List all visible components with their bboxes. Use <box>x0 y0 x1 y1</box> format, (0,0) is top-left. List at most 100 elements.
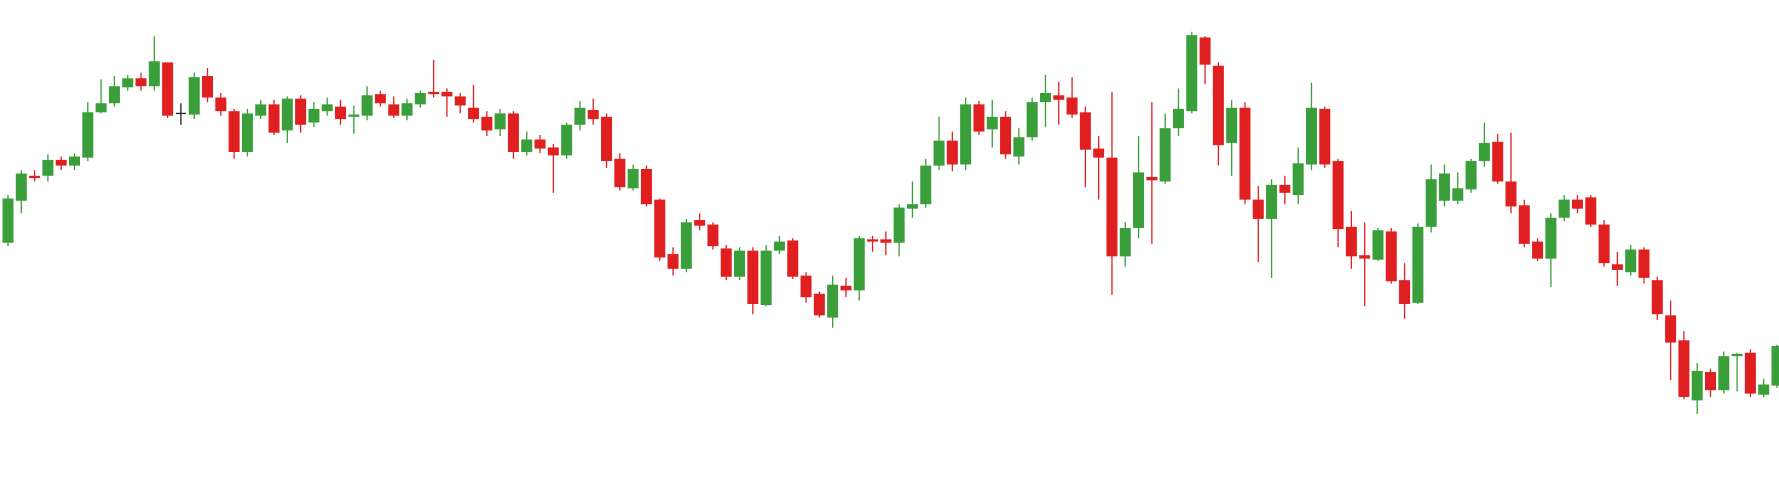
candle <box>627 164 639 191</box>
candle <box>1638 247 1650 284</box>
candle <box>534 134 546 154</box>
candle-body <box>1039 93 1051 103</box>
candle-body <box>1412 226 1424 303</box>
candle <box>1744 349 1756 397</box>
candle <box>1053 81 1065 125</box>
candle-body <box>680 222 692 269</box>
candle-body <box>15 173 27 201</box>
candle <box>55 156 67 171</box>
candle <box>773 235 785 255</box>
candle-body <box>1372 230 1384 260</box>
candle <box>853 235 865 301</box>
candle <box>1305 82 1317 171</box>
candle <box>1718 351 1730 394</box>
candle <box>1771 344 1779 388</box>
candle <box>388 96 400 118</box>
candle-body <box>281 98 293 131</box>
candle <box>893 204 905 257</box>
candle-body <box>122 78 134 88</box>
candle-body <box>494 113 506 130</box>
candle <box>747 247 759 315</box>
candle-body <box>827 284 839 318</box>
candle-body <box>694 220 706 226</box>
candle-body <box>1452 188 1464 201</box>
candle <box>587 98 599 125</box>
candle <box>1731 352 1743 392</box>
candle-body <box>361 95 373 116</box>
candle-body <box>973 104 985 132</box>
candle-body <box>853 238 865 291</box>
candle <box>1492 133 1504 184</box>
candle <box>1412 223 1424 304</box>
candle-body <box>534 139 546 149</box>
candle <box>1425 164 1437 233</box>
candle <box>1013 128 1025 165</box>
candle-body <box>308 108 320 123</box>
candle-body <box>374 94 386 104</box>
candle <box>1319 106 1331 168</box>
candle-body <box>986 116 998 130</box>
candle <box>268 99 280 135</box>
candle-body <box>787 240 799 277</box>
candle-body <box>1585 197 1597 225</box>
candle-body <box>906 204 918 209</box>
candle-body <box>840 285 852 291</box>
candle <box>494 108 506 137</box>
candle <box>574 100 586 131</box>
candle <box>813 291 825 318</box>
candle-body <box>388 104 400 116</box>
candle-body <box>1505 181 1517 207</box>
candle <box>29 170 41 182</box>
candle-body <box>2 198 14 243</box>
candle <box>1598 220 1610 267</box>
candle <box>281 96 293 143</box>
candle-body <box>401 103 413 116</box>
candle-body <box>135 78 147 87</box>
candle-body <box>255 104 267 116</box>
candle-body <box>1691 370 1703 401</box>
candle <box>108 75 120 107</box>
candle <box>481 111 493 137</box>
candle-body <box>1758 384 1770 395</box>
candle-body <box>55 159 67 166</box>
candle <box>667 247 679 276</box>
candle-body <box>441 91 453 97</box>
candle-body <box>29 175 41 179</box>
candle <box>906 181 918 218</box>
candle <box>42 154 54 182</box>
candle-body <box>1425 179 1437 227</box>
candle-body <box>773 241 785 251</box>
candle <box>122 74 134 91</box>
candle-body <box>1053 95 1065 100</box>
candle <box>1186 31 1198 114</box>
candle-body <box>1226 107 1238 143</box>
candle <box>1093 136 1105 200</box>
candle-body <box>1066 97 1078 115</box>
candle <box>1558 195 1570 222</box>
candle <box>680 218 692 273</box>
candle-body <box>521 139 533 152</box>
candle-body <box>454 96 466 106</box>
candle-body <box>507 113 519 152</box>
candle-body <box>747 250 759 304</box>
candle-body <box>42 159 54 176</box>
candle-body <box>707 224 719 247</box>
candle-body <box>1532 241 1544 259</box>
candle-body <box>734 250 746 277</box>
candle <box>1518 199 1530 248</box>
candle <box>15 170 27 214</box>
candle-body <box>1438 173 1450 201</box>
candle <box>1159 113 1171 184</box>
candle <box>1691 362 1703 415</box>
candle-body <box>880 239 892 243</box>
candle <box>840 277 852 298</box>
candle <box>1239 102 1251 205</box>
candle <box>1266 179 1278 278</box>
candle-body <box>800 275 812 298</box>
candle-body <box>1598 224 1610 264</box>
candle-body <box>1305 107 1317 165</box>
candle <box>69 153 81 171</box>
candle <box>986 99 998 148</box>
candle-body <box>162 62 174 116</box>
